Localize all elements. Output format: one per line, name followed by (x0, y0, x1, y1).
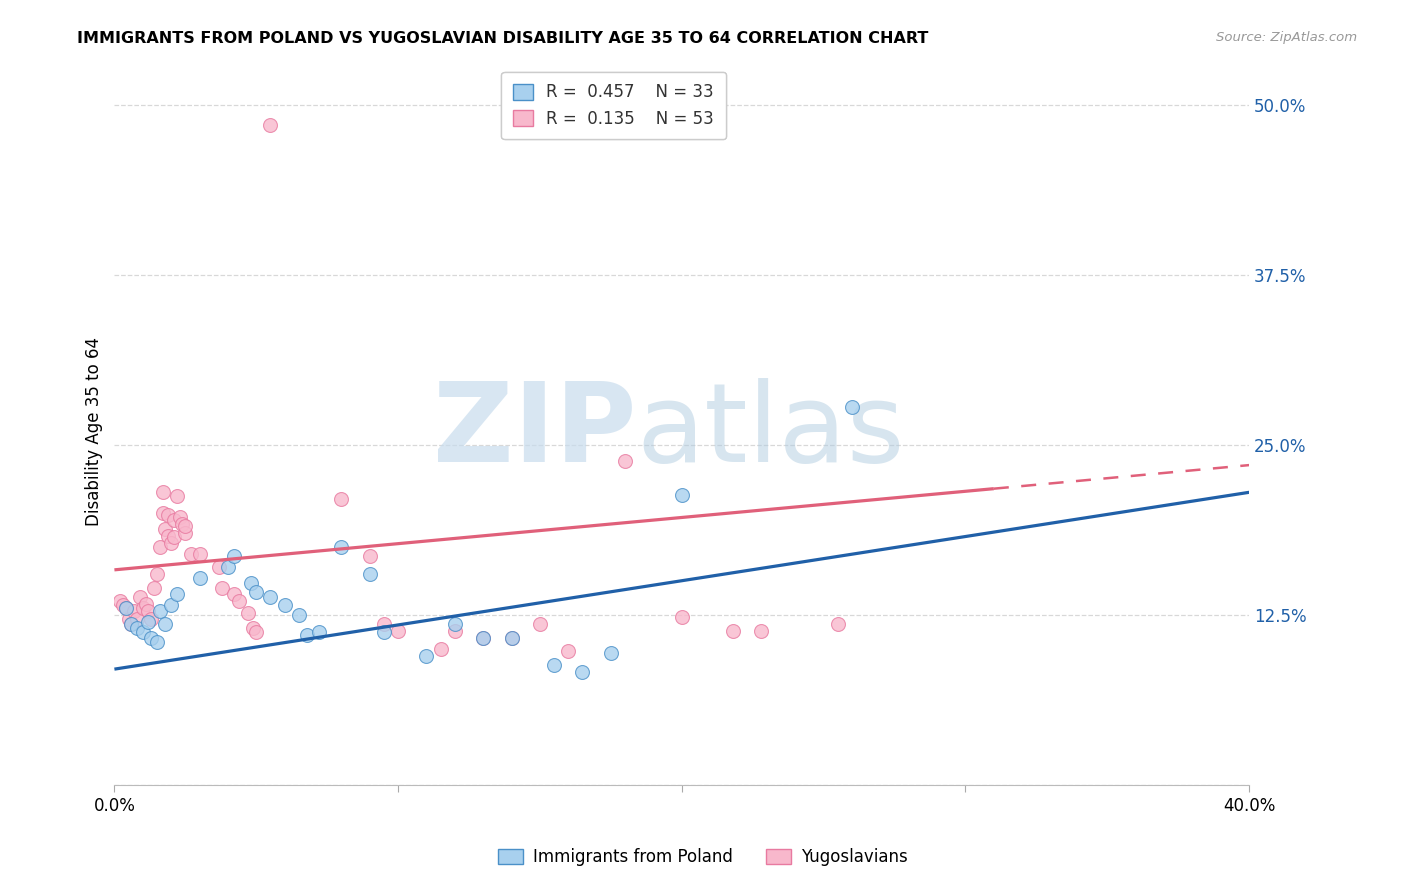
Point (169, 509, 191, 524)
Point (135, 597, 157, 611)
Legend: Immigrants from Poland, Yugoslavians: Immigrants from Poland, Yugoslavians (491, 842, 915, 873)
Point (211, 581, 233, 595)
Text: atlas: atlas (637, 377, 905, 484)
Point (180, 547, 202, 561)
Point (188, 547, 211, 561)
Point (359, 566, 381, 581)
Point (163, 512, 186, 526)
Point (614, 454, 637, 468)
Point (146, 566, 169, 581)
Y-axis label: Disability Age 35 to 64: Disability Age 35 to 64 (86, 336, 103, 525)
Point (127, 621, 149, 635)
Legend: R =  0.457    N = 33, R =  0.135    N = 53: R = 0.457 N = 33, R = 0.135 N = 53 (502, 71, 725, 139)
Point (114, 601, 136, 615)
Point (273, 598, 295, 612)
Point (245, 584, 267, 599)
Point (163, 530, 186, 544)
Point (222, 549, 245, 564)
Point (129, 590, 152, 604)
Point (114, 601, 136, 615)
Point (152, 485, 174, 500)
Point (143, 581, 166, 595)
Point (217, 560, 239, 574)
Point (174, 526, 197, 541)
Point (415, 648, 437, 663)
Point (297, 628, 319, 642)
Point (599, 646, 621, 660)
Text: Source: ZipAtlas.com: Source: ZipAtlas.com (1216, 31, 1357, 45)
Point (132, 601, 155, 615)
Point (443, 624, 465, 638)
Point (259, 118, 281, 132)
Point (117, 612, 139, 626)
Point (149, 540, 172, 554)
Point (242, 621, 264, 635)
Point (359, 549, 381, 564)
Point (172, 516, 194, 531)
Point (749, 624, 772, 638)
Point (166, 587, 188, 601)
Point (671, 488, 693, 502)
Point (308, 625, 330, 640)
Point (166, 489, 188, 503)
Point (330, 492, 353, 507)
Point (472, 631, 495, 645)
Point (138, 604, 160, 618)
Point (721, 624, 744, 638)
Point (543, 658, 565, 673)
Point (373, 617, 395, 632)
Point (160, 598, 183, 612)
Point (827, 617, 849, 632)
Point (132, 625, 155, 640)
Point (557, 644, 579, 658)
Point (155, 522, 177, 536)
Point (472, 631, 495, 645)
Point (429, 641, 451, 656)
Point (259, 590, 281, 604)
Point (174, 519, 197, 533)
Point (841, 400, 863, 414)
Point (141, 631, 163, 645)
Point (222, 587, 245, 601)
Point (208, 560, 231, 574)
Point (245, 625, 267, 640)
Point (157, 508, 180, 523)
Point (330, 540, 353, 554)
Point (149, 604, 172, 618)
Point (529, 617, 551, 632)
Point (157, 529, 180, 543)
Point (239, 576, 262, 591)
Point (236, 607, 259, 621)
Point (155, 617, 177, 632)
Text: ZIP: ZIP (433, 377, 637, 484)
Point (387, 624, 409, 638)
Point (288, 607, 311, 622)
Point (373, 625, 395, 640)
Point (127, 612, 149, 626)
Point (152, 506, 174, 520)
Point (443, 617, 465, 632)
Point (188, 571, 211, 585)
Text: IMMIGRANTS FROM POLAND VS YUGOSLAVIAN DISABILITY AGE 35 TO 64 CORRELATION CHART: IMMIGRANTS FROM POLAND VS YUGOSLAVIAN DI… (77, 31, 929, 46)
Point (571, 665, 593, 679)
Point (501, 631, 523, 645)
Point (108, 594, 131, 608)
Point (146, 635, 169, 649)
Point (120, 617, 142, 632)
Point (141, 612, 163, 626)
Point (671, 610, 693, 624)
Point (122, 604, 145, 618)
Point (111, 598, 134, 612)
Point (160, 535, 183, 549)
Point (138, 615, 160, 629)
Point (228, 594, 250, 608)
Point (501, 631, 523, 645)
Point (120, 617, 142, 632)
